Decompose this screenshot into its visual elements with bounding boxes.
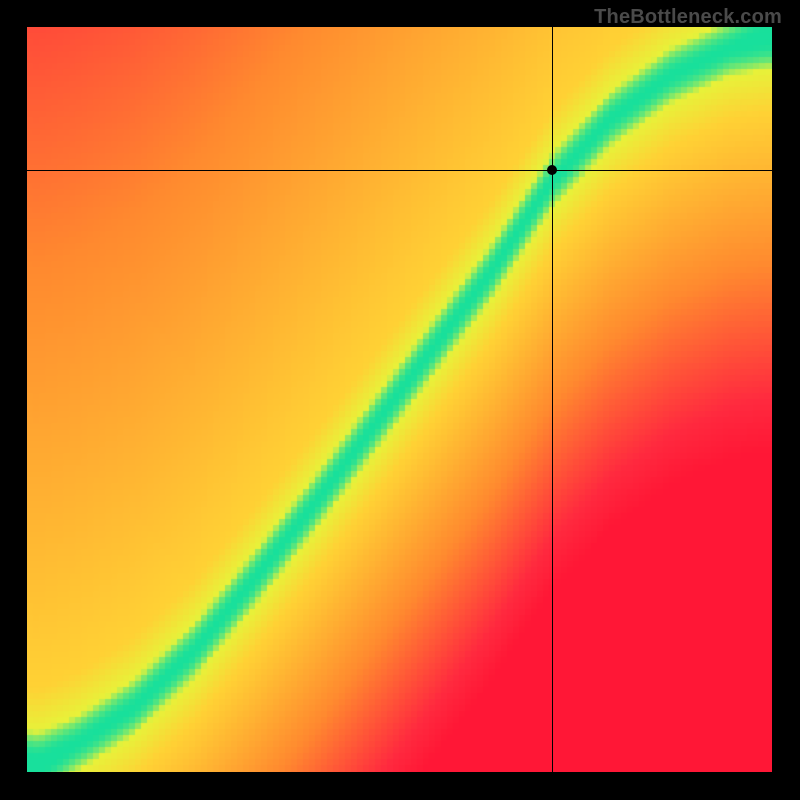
heatmap-plot [27, 27, 772, 772]
watermark-text: TheBottleneck.com [594, 6, 782, 29]
crosshair-horizontal [27, 170, 772, 171]
crosshair-vertical [552, 27, 553, 772]
heatmap-canvas [27, 27, 772, 772]
figure-root: TheBottleneck.com [0, 0, 800, 800]
crosshair-dot [547, 165, 557, 175]
